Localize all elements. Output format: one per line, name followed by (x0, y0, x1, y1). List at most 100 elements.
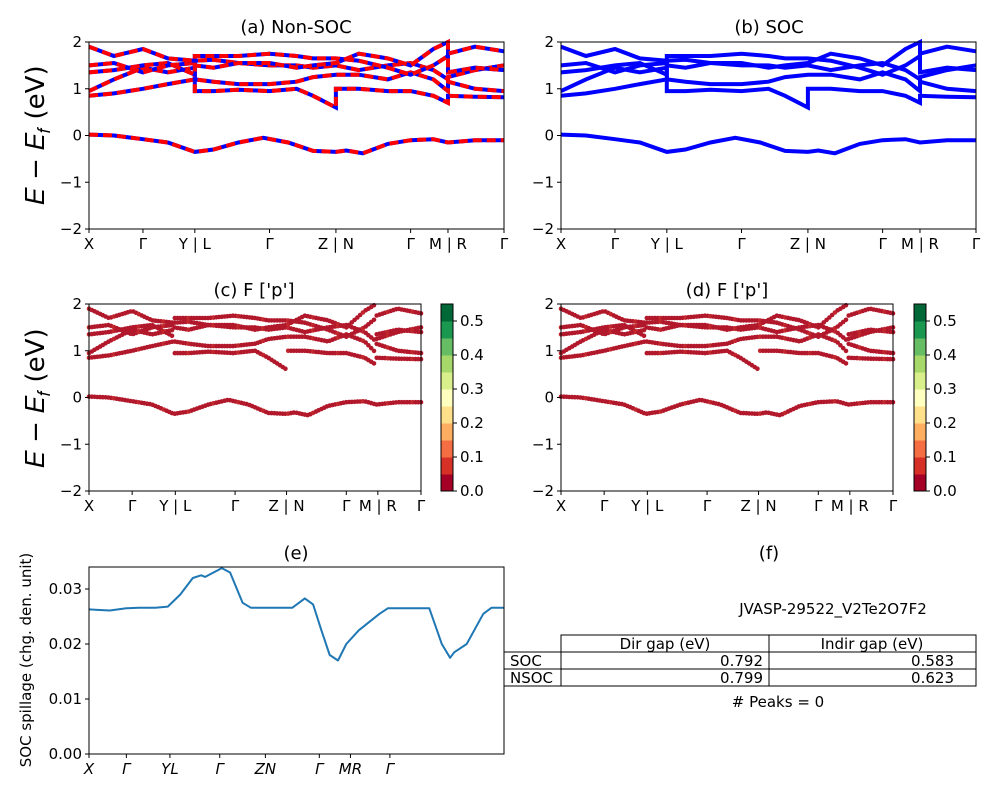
projection-point (371, 361, 377, 366)
panel-d-title: (d) F ['p'] (686, 280, 769, 301)
y-tick-label: −2 (60, 482, 82, 500)
panel-b-plot: −2 −1 0 1 2 X Γ Y | L Γ Z | N Γ M | R Γ (532, 33, 981, 253)
x-tick-label: Y | L (178, 235, 212, 253)
x-tick-label: Γ (611, 235, 620, 253)
projection-point (838, 343, 843, 348)
y-tick-label: 0 (544, 127, 554, 145)
table-row-label-soc: SOC (510, 652, 542, 670)
projection-point (371, 348, 377, 354)
y-tick-label: −1 (532, 435, 554, 453)
y-tick-label: −1 (532, 173, 554, 191)
y-tick-label: −1 (60, 435, 82, 453)
x-tick-label: Γ (600, 497, 609, 515)
colorbar-segment (914, 474, 926, 492)
band-line (88, 65, 505, 96)
band-line (560, 65, 977, 96)
projection-point (169, 333, 175, 339)
x-tick-label: X (556, 235, 566, 253)
colorbar-segment (914, 372, 926, 390)
band-line (88, 132, 504, 156)
gap-table (503, 634, 977, 687)
colorbar-segment (914, 355, 926, 373)
y-tick-label: 0 (544, 389, 554, 407)
panel-a-ylabel: 𝐸 − 𝐸𝑓 (eV) (21, 65, 55, 204)
y-tick-label: 1 (72, 80, 82, 98)
colorbar-tick-label: 0.2 (460, 414, 484, 432)
colorbar-segment (914, 406, 926, 424)
x-tick-label: Γ (878, 235, 887, 253)
y-tick-label: 0 (72, 389, 82, 407)
y-tick-label: 0.00 (49, 745, 82, 763)
y-tick-label: 0.03 (49, 580, 82, 598)
x-tick-label: M | R (429, 235, 467, 253)
panel-c-colorbar: 0.0 0.1 0.2 0.3 0.4 0.5 (440, 303, 484, 500)
x-tick-label: YL (161, 760, 179, 778)
band-line (88, 38, 505, 70)
projection-point (755, 366, 760, 372)
panel-d-frame (560, 303, 894, 492)
colorbar-segment (914, 321, 926, 339)
table-cell-soc-dir: 0.792 (720, 652, 763, 670)
spillage-line (88, 567, 504, 662)
x-tick-label: X (83, 760, 95, 778)
colorbar-segment (441, 423, 453, 441)
y-tick-label: 2 (544, 295, 554, 313)
x-tick-label: Γ (386, 760, 396, 778)
band-line (560, 132, 976, 156)
panel-c-projection: (c) F ['p'] 𝐸 − 𝐸𝑓 (eV) −2 −1 0 1 2 X Γ Y | L Γ Z… (21, 280, 484, 515)
x-tick-label: Γ (814, 497, 823, 515)
colorbar-tick-label: 0.0 (460, 482, 484, 500)
x-tick-label: X (84, 235, 94, 253)
y-tick-label: 0.01 (49, 690, 82, 708)
colorbar-segment (914, 389, 926, 407)
projection-point (843, 317, 849, 323)
x-tick-label: Y | L (630, 497, 664, 515)
x-tick-label: X (556, 497, 566, 515)
x-tick-label: Γ (128, 497, 137, 515)
projection-point (371, 317, 377, 323)
band-line (88, 77, 505, 111)
panel-d-colorbar: 0.0 0.1 0.2 0.3 0.4 0.5 (913, 303, 957, 500)
colorbar-tick-label: 0.4 (460, 346, 484, 364)
peaks-count: # Peaks = 0 (732, 693, 824, 711)
x-tick-label: X (84, 497, 94, 515)
x-tick-label: Γ (342, 497, 351, 515)
colorbar-tick-label: 0.1 (460, 448, 484, 466)
x-tick-label: MR (339, 760, 362, 778)
colorbar-segment (441, 440, 453, 458)
x-tick-label: Γ (417, 497, 426, 515)
y-tick-label: 2 (72, 295, 82, 313)
y-tick-label: −2 (60, 220, 82, 238)
projection-point (366, 343, 371, 348)
table-cell-nsoc-dir: 0.799 (720, 669, 763, 687)
panel-e-title: (e) (283, 543, 308, 564)
projection-point (641, 333, 647, 339)
colorbar-segment (441, 372, 453, 390)
panel-a-frame (88, 41, 505, 230)
x-tick-label: Γ (972, 235, 981, 253)
projection-point (641, 320, 647, 325)
band-line (560, 51, 977, 77)
panel-b-soc: (b) SOC −2 −1 0 1 2 X Γ Y | L Γ Z | N Γ M | R Γ (532, 17, 981, 253)
colorbar-segment (441, 457, 453, 475)
panel-e-frame (88, 566, 505, 755)
y-tick-label: 2 (72, 33, 82, 51)
x-tick-label: Γ (231, 497, 240, 515)
x-tick-label: M | R (831, 497, 869, 515)
colorbar-tick-label: 0.1 (933, 448, 957, 466)
table-header-indir-gap: Indir gap (eV) (821, 635, 924, 653)
colorbar-segment (914, 457, 926, 475)
y-tick-label: −1 (60, 173, 82, 191)
x-tick-label: Y | L (158, 497, 192, 515)
band-line (560, 77, 977, 111)
table-header-dir-gap: Dir gap (eV) (620, 635, 711, 653)
colorbar-segment (441, 406, 453, 424)
colorbar-segment (441, 389, 453, 407)
colorbar-tick-label: 0.0 (933, 482, 957, 500)
material-id: JVASP-29522_V2Te2O7F2 (738, 600, 927, 619)
y-tick-label: 2 (544, 33, 554, 51)
x-tick-label: Z | N (740, 497, 776, 515)
panel-f-gap-table: (f) JVASP-29522_V2Te2O7F2 Dir gap (eV) I… (503, 543, 977, 711)
y-tick-label: −2 (532, 482, 554, 500)
